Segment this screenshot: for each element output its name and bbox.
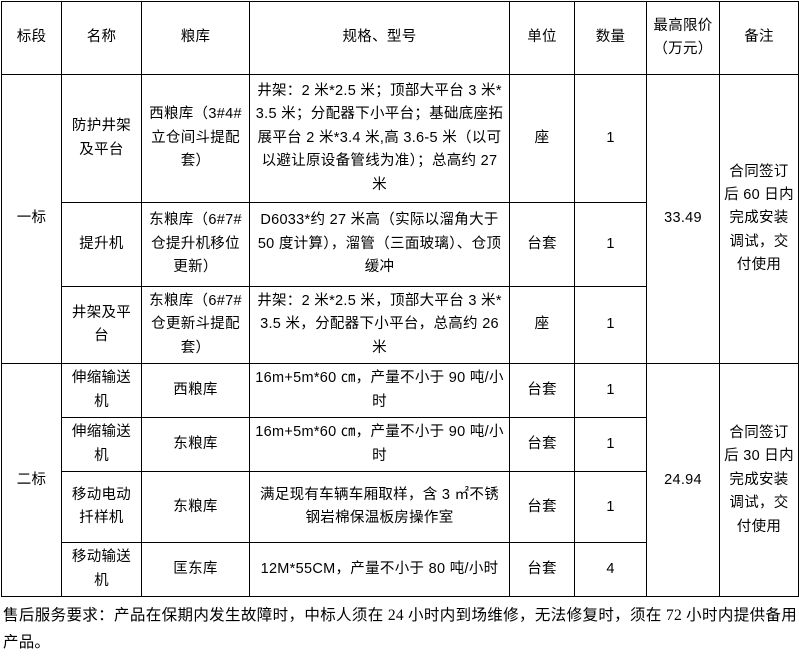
item-quantity-cell: 1 bbox=[574, 74, 647, 203]
section-price-cell: 24.94 bbox=[646, 363, 720, 598]
column-header-quantity: 数量 bbox=[574, 1, 647, 75]
table-row: 伸缩输送机 东粮库 16m+5m*60 ㎝，产量不小于 90 吨/小时 台套 1 bbox=[2, 417, 799, 473]
item-spec-cell: 井架：2 米*2.5 米；顶部大平台 3 米*3.5 米；分配器下小平台；基础底… bbox=[249, 74, 510, 203]
section-remark-cell: 合同签订后 30 日内完成安装调试，交付使用 bbox=[719, 363, 799, 598]
item-quantity-cell: 1 bbox=[574, 363, 647, 419]
item-unit-cell: 台套 bbox=[509, 471, 575, 544]
table-header-row: 标段 名称 粮库 规格、型号 单位 数量 最高限价（万元） 备注 bbox=[1, 1, 799, 75]
item-name-cell: 防护井架及平台 bbox=[61, 74, 142, 203]
table-row: 一标 防护井架及平台 西粮库（3#4#立仓间斗提配套） 井架：2 米*2.5 米… bbox=[1, 73, 799, 365]
item-depot-cell: 东粮库 bbox=[141, 471, 250, 544]
after-sales-service-note: 售后服务要求：产品在保期内发生故障时，中标人须在 24 小时内到场维修，无法修复… bbox=[3, 607, 797, 652]
column-header-price: 最高限价（万元） bbox=[646, 1, 720, 75]
item-unit-cell: 台套 bbox=[509, 202, 575, 287]
column-header-spec: 规格、型号 bbox=[249, 1, 510, 75]
item-name-cell: 移动电动扦样机 bbox=[61, 471, 142, 544]
item-spec-cell: 井架：2 米*2.5 米，顶部大平台 3 米*3.5 米，分配器下小平台，总高约… bbox=[249, 285, 510, 365]
item-spec-cell: 12M*55CM，产量不小于 80 吨/小时 bbox=[249, 542, 510, 598]
column-header-section: 标段 bbox=[1, 1, 62, 75]
item-name-cell: 提升机 bbox=[61, 202, 142, 287]
item-spec-cell: 16m+5m*60 ㎝，产量不小于 90 吨/小时 bbox=[249, 363, 510, 419]
column-header-unit: 单位 bbox=[509, 1, 575, 75]
item-depot-cell: 西粮库（3#4#立仓间斗提配套） bbox=[141, 74, 250, 203]
item-depot-cell: 东粮库（6#7#仓提升机移位更新） bbox=[141, 202, 250, 287]
column-header-depot: 粮库 bbox=[141, 1, 250, 75]
item-unit-cell: 台套 bbox=[509, 363, 575, 419]
item-quantity-cell: 1 bbox=[574, 417, 647, 473]
item-name-cell: 井架及平台 bbox=[61, 285, 142, 365]
item-name-cell: 伸缩输送机 bbox=[61, 363, 142, 419]
bid-items-table: 标段 名称 粮库 规格、型号 单位 数量 最高限价（万元） 备注 一标 防护井架… bbox=[1, 1, 799, 598]
item-depot-cell: 西粮库 bbox=[141, 363, 250, 419]
section-remark-cell: 合同签订后 60 日内完成安装调试，交付使用 bbox=[719, 73, 799, 365]
column-header-name: 名称 bbox=[61, 1, 142, 75]
item-spec-cell: 满足现有车辆车厢取样，含 3 ㎡不锈钢岩棉保温板房操作室 bbox=[249, 471, 510, 544]
item-quantity-cell: 4 bbox=[574, 542, 647, 598]
section-label-cell: 一标 bbox=[1, 73, 62, 365]
item-unit-cell: 台套 bbox=[509, 542, 575, 598]
item-depot-cell: 东粮库 bbox=[141, 417, 250, 473]
item-name-cell: 伸缩输送机 bbox=[61, 417, 142, 473]
table-row: 提升机 东粮库（6#7#仓提升机移位更新） D6033*约 27 米高（实际以溜… bbox=[2, 202, 799, 287]
item-name-cell: 移动输送机 bbox=[61, 542, 142, 598]
table-row: 井架及平台 东粮库（6#7#仓更新斗提配套） 井架：2 米*2.5 米，顶部大平… bbox=[2, 285, 799, 365]
table-row: 移动输送机 匡东库 12M*55CM，产量不小于 80 吨/小时 台套 4 bbox=[2, 542, 799, 598]
item-depot-cell: 东粮库（6#7#仓更新斗提配套） bbox=[141, 285, 250, 365]
item-depot-cell: 匡东库 bbox=[141, 542, 250, 598]
item-quantity-cell: 1 bbox=[574, 471, 647, 544]
item-unit-cell: 座 bbox=[509, 74, 575, 203]
column-header-remark: 备注 bbox=[719, 1, 799, 75]
item-quantity-cell: 1 bbox=[574, 202, 647, 287]
item-unit-cell: 座 bbox=[509, 285, 575, 365]
item-spec-cell: D6033*约 27 米高（实际以溜角大于 50 度计算），溜管（三面玻璃）、仓… bbox=[249, 202, 510, 287]
item-unit-cell: 台套 bbox=[509, 417, 575, 473]
item-quantity-cell: 1 bbox=[574, 285, 647, 365]
section-price-cell: 33.49 bbox=[646, 73, 720, 365]
item-spec-cell: 16m+5m*60 ㎝，产量不小于 90 吨/小时 bbox=[249, 417, 510, 473]
table-row: 二标 伸缩输送机 西粮库 16m+5m*60 ㎝，产量不小于 90 吨/小时 台… bbox=[1, 363, 799, 598]
section-label-cell: 二标 bbox=[1, 363, 62, 598]
table-row: 移动电动扦样机 东粮库 满足现有车辆车厢取样，含 3 ㎡不锈钢岩棉保温板房操作室… bbox=[2, 471, 799, 544]
